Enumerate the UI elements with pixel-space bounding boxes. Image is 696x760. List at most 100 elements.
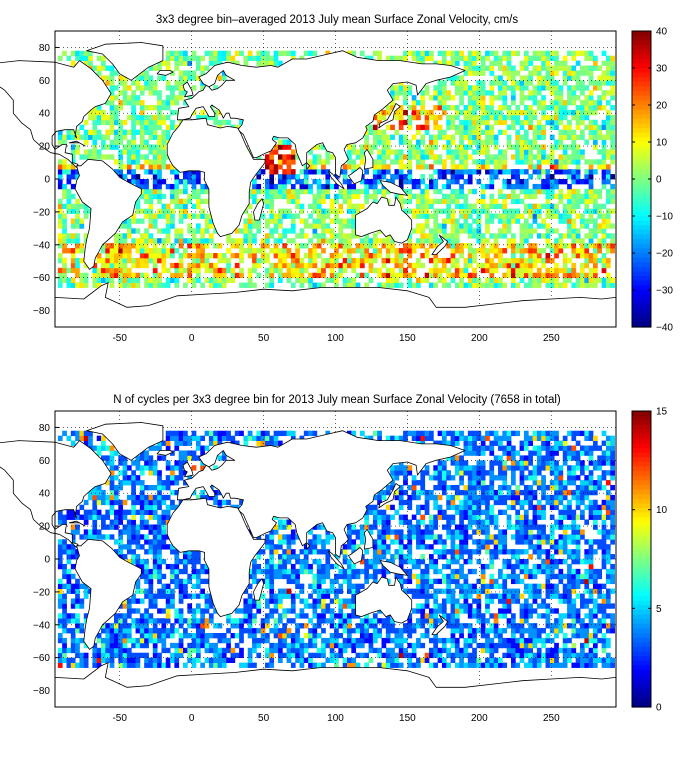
bin-cell bbox=[109, 272, 115, 279]
bin-cell bbox=[75, 613, 80, 619]
bin-cell bbox=[467, 169, 473, 175]
bin-cell bbox=[580, 598, 585, 604]
bin-cell bbox=[558, 213, 564, 219]
bin-cell bbox=[372, 179, 378, 185]
bin-cell bbox=[510, 243, 516, 249]
bin-cell bbox=[605, 149, 611, 155]
bin-cell bbox=[480, 267, 486, 274]
bin-cell bbox=[429, 583, 434, 589]
bin-cell bbox=[183, 618, 188, 624]
bin-cell bbox=[532, 188, 538, 195]
bin-cell bbox=[476, 114, 482, 121]
bin-cell bbox=[118, 80, 124, 86]
bin-cell bbox=[597, 85, 603, 91]
bin-cell bbox=[429, 50, 434, 57]
bin-cell bbox=[178, 55, 184, 61]
bin-cell bbox=[506, 603, 512, 609]
bin-cell bbox=[66, 193, 72, 200]
bin-cell bbox=[592, 282, 598, 288]
bin-cell bbox=[62, 262, 67, 269]
bin-cell bbox=[588, 179, 594, 185]
bin-cell bbox=[364, 272, 369, 279]
bin-cell bbox=[286, 193, 292, 200]
bin-cell bbox=[459, 213, 464, 219]
bin-cell bbox=[79, 628, 85, 634]
bin-cell bbox=[532, 183, 538, 190]
bin-cell bbox=[161, 628, 167, 634]
bin-cell bbox=[70, 647, 76, 654]
bin-cell bbox=[260, 169, 266, 175]
bin-cell bbox=[510, 109, 516, 116]
bin-cell bbox=[528, 633, 533, 639]
bin-cell bbox=[290, 262, 296, 269]
bin-cell bbox=[463, 223, 469, 229]
bin-cell bbox=[459, 169, 464, 175]
bin-cell bbox=[351, 144, 357, 150]
bin-cell bbox=[398, 174, 404, 180]
bin-cell bbox=[558, 129, 564, 135]
bin-cell bbox=[519, 628, 525, 634]
bin-cell bbox=[286, 248, 292, 254]
bin-cell bbox=[252, 55, 257, 61]
bin-cell bbox=[161, 573, 167, 580]
bin-cell bbox=[165, 105, 171, 111]
bin-cell bbox=[575, 193, 581, 200]
bin-cell bbox=[334, 282, 339, 288]
bin-cell bbox=[234, 623, 240, 629]
bin-cell bbox=[575, 633, 581, 639]
bin-cell bbox=[523, 169, 529, 175]
bin-cell bbox=[498, 95, 503, 101]
bin-cell bbox=[351, 637, 357, 644]
bin-cell bbox=[79, 124, 85, 131]
bin-cell bbox=[183, 90, 188, 96]
bin-cell bbox=[493, 267, 499, 274]
bin-cell bbox=[131, 282, 136, 288]
bin-cell bbox=[247, 203, 253, 209]
bin-cell bbox=[252, 188, 257, 195]
bin-cell bbox=[282, 593, 287, 599]
bin-cell bbox=[407, 573, 413, 580]
bin-cell bbox=[265, 238, 270, 244]
bin-cell bbox=[178, 233, 184, 239]
bin-cell bbox=[243, 588, 249, 594]
bin-cell bbox=[226, 642, 231, 649]
bin-cell bbox=[510, 272, 516, 279]
bin-cell bbox=[549, 174, 555, 180]
bin-cell bbox=[536, 129, 542, 135]
bin-cell bbox=[122, 277, 128, 283]
bin-cell bbox=[601, 174, 607, 180]
bin-cell bbox=[161, 262, 167, 269]
bin-cell bbox=[277, 159, 283, 165]
bin-cell bbox=[174, 613, 180, 619]
bin-cell bbox=[351, 208, 357, 214]
bin-cell bbox=[588, 198, 594, 205]
bin-cell bbox=[519, 657, 525, 663]
bin-cell bbox=[592, 80, 598, 86]
velocity-colorbar: 40 30 20 10 0 −10 −20 −30 −40 bbox=[631, 27, 673, 334]
bin-cell bbox=[377, 188, 382, 195]
bin-cell bbox=[446, 257, 451, 264]
bin-cell bbox=[601, 139, 607, 145]
bin-cell bbox=[165, 277, 171, 283]
bin-cell bbox=[195, 65, 201, 71]
bin-cell bbox=[385, 628, 391, 634]
bin-cell bbox=[446, 282, 451, 288]
bin-cell bbox=[584, 208, 590, 214]
bin-cell bbox=[584, 55, 590, 61]
bin-cell bbox=[338, 603, 344, 609]
bin-cell bbox=[101, 652, 106, 659]
bin-cell bbox=[79, 637, 85, 644]
bin-cell bbox=[359, 637, 365, 644]
bin-cell bbox=[372, 647, 378, 654]
bin-cell bbox=[532, 593, 538, 599]
bin-cell bbox=[308, 50, 313, 57]
bin-cell bbox=[502, 159, 508, 165]
bin-cell bbox=[269, 174, 275, 180]
bin-cell bbox=[144, 618, 149, 624]
bin-cell bbox=[532, 213, 538, 219]
velocity-map-plot-area bbox=[0, 30, 617, 328]
bin-cell bbox=[571, 623, 577, 629]
bin-cell bbox=[195, 198, 201, 205]
bin-cell bbox=[394, 282, 400, 288]
bin-cell bbox=[321, 568, 326, 575]
